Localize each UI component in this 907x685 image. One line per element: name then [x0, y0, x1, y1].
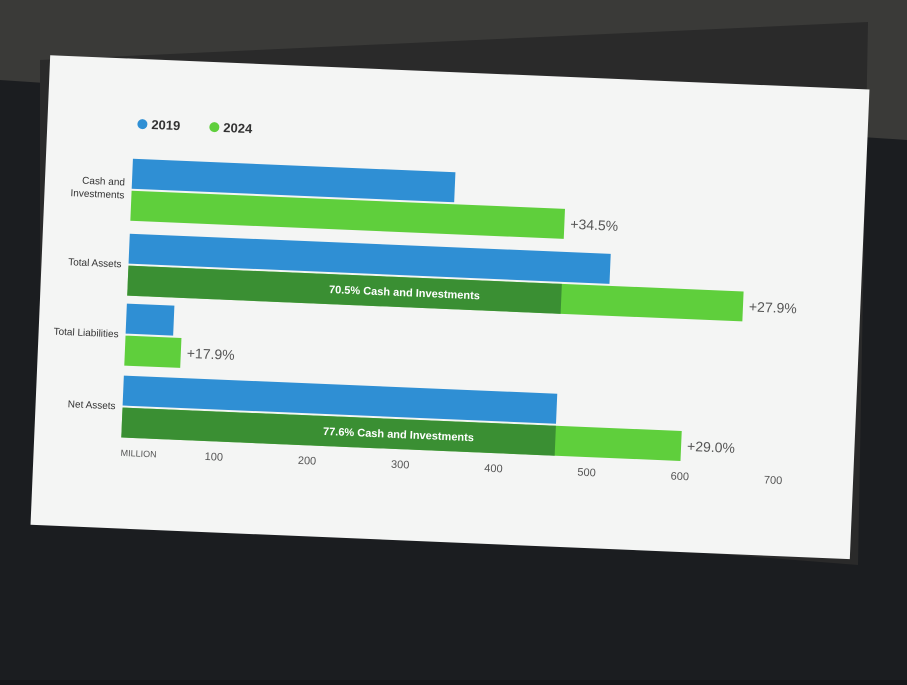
category-label: Net Assets [67, 398, 116, 412]
bar [130, 190, 565, 239]
category-label: Total Assets [67, 256, 122, 270]
change-label: +34.5% [570, 216, 619, 234]
segment [127, 265, 562, 314]
category-label-box: Total Liabilities [53, 326, 119, 340]
category-label-box: Total Assets [67, 256, 122, 270]
segment [121, 407, 556, 456]
bar [124, 335, 182, 368]
x-tick-label: 300 [391, 459, 410, 472]
legend-swatch [137, 119, 148, 130]
category-label: Cash and Investments [70, 175, 126, 202]
x-tick-label: 600 [670, 470, 689, 483]
legend-label: 2024 [223, 120, 253, 136]
category-label: Total Liabilities [53, 326, 119, 340]
x-tick-label: 500 [577, 467, 596, 480]
bar [122, 375, 558, 424]
change-label: +27.9% [749, 298, 798, 316]
x-tick-label: 100 [204, 451, 223, 464]
x-tick-label: 200 [298, 455, 317, 468]
bar [128, 233, 611, 284]
legend-swatch [209, 122, 220, 133]
category-label-box: Cash and Investments [70, 175, 126, 202]
x-tick-label: MILLION [120, 448, 156, 459]
bar [125, 303, 175, 336]
screen: 2019 2024 Cash and Investments +34.5% Total … [30, 55, 870, 560]
bar [131, 158, 456, 203]
category-label-box: Net Assets [67, 398, 116, 412]
change-label: +29.0% [687, 438, 736, 456]
x-tick-label: 700 [764, 474, 783, 487]
change-label: +17.9% [186, 345, 235, 363]
x-tick-label: 400 [484, 463, 503, 476]
legend-label: 2019 [151, 117, 181, 133]
